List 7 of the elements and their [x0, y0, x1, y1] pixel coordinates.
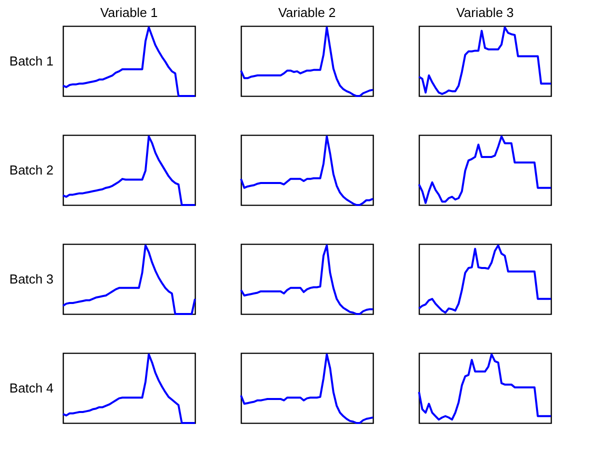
chart-title: Variable 1 — [100, 5, 158, 20]
chart-title: Variable 3 — [456, 5, 514, 20]
y-axis-title: Batch 3 — [9, 272, 54, 286]
chart-title: Variable 2 — [278, 5, 336, 20]
y-axis-title: Batch 2 — [9, 162, 54, 178]
y-axis-title: Batch 4 — [9, 380, 54, 396]
y-axis-title: Batch 1 — [9, 54, 54, 68]
